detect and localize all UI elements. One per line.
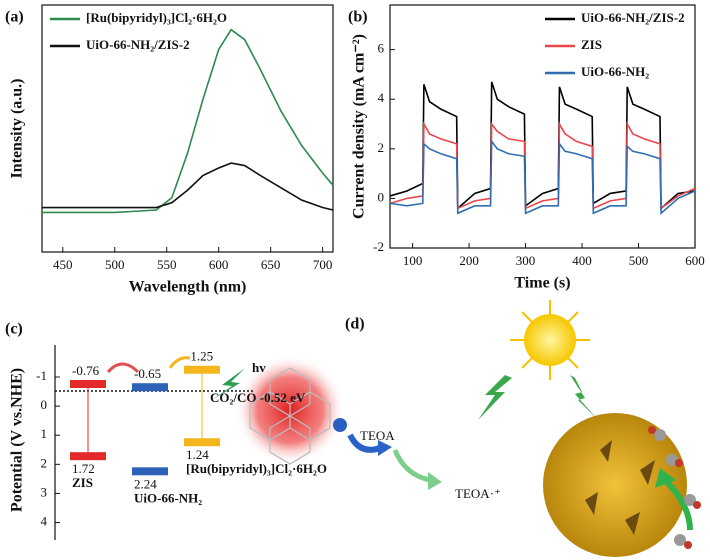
series-line [389,121,696,210]
x-tick-label: 300 [516,253,536,268]
y-tick-label: 3 [41,484,48,499]
reference-label: CO₂/CO -0.52 eV [210,390,306,405]
material-name: UiO-66-NH₂ [134,490,202,505]
material-name: [Ru(bipyridyl)₃]Cl₂·6H₂O [186,461,327,476]
plot-frame [41,4,334,253]
x-tick-label: 500 [629,253,649,268]
y-tick-label: 0 [378,189,385,204]
x-tick-label: 650 [261,257,281,272]
conduction-band [132,383,168,392]
y-tick-label: 2 [41,455,48,470]
light-bolt [212,368,245,400]
x-axis-label: Wavelength (nm) [129,279,247,296]
y-tick-label: -1 [36,368,47,383]
light-label: hv [252,360,266,375]
diagram-label: TEOA·⁺ [455,486,501,501]
valence-band [184,438,220,447]
x-tick-label: 700 [313,257,333,272]
y-tick-label: 1 [41,426,48,441]
y-tick-label: -2 [373,239,384,254]
x-tick-label: 400 [572,253,592,268]
y-tick-label: 0 [41,397,48,412]
x-axis-label: Time (s) [514,275,570,292]
y-tick-label: 4 [378,90,385,105]
series-line [389,81,696,211]
vb-label: 1.72 [72,461,95,476]
panel-label: (a) [5,9,24,26]
cb-label: -0.76 [72,363,100,378]
material-name: ZIS [72,475,93,490]
legend-label: [Ru(bipyridyl)₃]Cl₂·6H₂O [86,10,227,25]
vb-label: 1.24 [186,447,209,462]
panel-label: (b) [348,9,368,26]
legend-label: UiO-66-NH₂/ZIS-2 [581,10,685,25]
x-tick-label: 600 [685,253,705,268]
y-tick-label: 6 [378,41,385,56]
conduction-band [70,380,106,388]
vb-label: 2.24 [134,476,157,491]
y-axis-label: Potential (V vs.NHE) [9,368,26,512]
x-tick-label: 100 [403,253,423,268]
y-axis-label: Intensity (a.u.) [9,78,26,178]
panel-label: (d) [345,316,365,333]
cb-label: -1.25 [186,349,213,364]
x-tick-label: 200 [459,253,479,268]
valence-band [132,467,168,476]
conduction-band [184,365,220,374]
legend-label: UiO-66-NH₂/ZIS-2 [86,37,190,52]
plot-frame [389,4,696,249]
series-line [42,162,334,211]
illustration-art [235,300,701,557]
diagram-label: TEOA [360,428,395,443]
transfer-arrow [106,362,140,374]
y-axis-label: Current density (mA cm⁻²) [351,34,368,219]
transfer-arrow [168,356,191,369]
panel-label: (c) [5,321,23,338]
y-tick-label: 4 [41,514,48,529]
x-tick-label: 600 [209,257,229,272]
x-tick-label: 500 [105,257,125,272]
legend-label: UiO-66-NH₂ [581,64,649,79]
x-tick-label: 550 [157,257,177,272]
cb-label: -0.65 [134,366,161,381]
y-tick-label: 2 [378,140,385,155]
series-line [42,28,334,214]
x-tick-label: 450 [53,257,73,272]
series-line [389,139,696,216]
valence-band [70,452,106,461]
legend-label: ZIS [581,37,602,52]
